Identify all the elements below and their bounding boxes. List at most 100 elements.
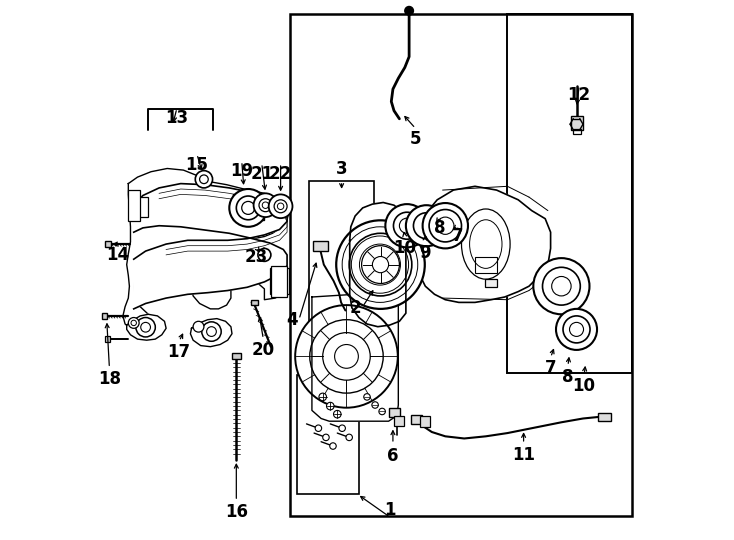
Text: 1: 1 [385, 502, 396, 519]
Circle shape [323, 434, 330, 441]
Circle shape [346, 434, 352, 441]
Bar [313, 241, 328, 251]
Circle shape [339, 425, 346, 431]
Circle shape [423, 203, 468, 248]
Text: 18: 18 [98, 370, 121, 388]
Circle shape [269, 194, 292, 218]
Text: 14: 14 [106, 246, 129, 264]
Ellipse shape [462, 209, 510, 279]
Circle shape [379, 408, 385, 415]
Circle shape [542, 267, 581, 305]
Polygon shape [349, 202, 406, 327]
Bar [388, 408, 401, 417]
Bar [411, 415, 422, 424]
Polygon shape [190, 319, 232, 347]
Text: 6: 6 [387, 447, 399, 464]
Text: 20: 20 [252, 341, 275, 359]
Circle shape [236, 196, 260, 220]
Circle shape [319, 393, 327, 401]
Text: 19: 19 [230, 162, 253, 180]
Bar [132, 197, 148, 217]
Bar [475, 256, 497, 273]
Text: 23: 23 [244, 248, 268, 266]
Text: 16: 16 [225, 503, 248, 521]
Text: 22: 22 [269, 165, 292, 183]
Circle shape [406, 205, 447, 246]
Circle shape [335, 345, 358, 368]
Text: 15: 15 [186, 156, 208, 173]
Circle shape [229, 189, 267, 227]
Text: 7: 7 [452, 227, 464, 245]
Text: 17: 17 [167, 343, 191, 361]
Circle shape [200, 175, 208, 184]
Circle shape [274, 200, 287, 213]
Circle shape [336, 220, 425, 309]
Bar [102, 313, 107, 319]
Bar [309, 181, 374, 324]
Circle shape [262, 202, 269, 208]
Circle shape [429, 210, 462, 242]
Bar [573, 129, 581, 134]
Circle shape [195, 171, 213, 188]
Text: 7: 7 [545, 359, 556, 377]
Circle shape [330, 443, 336, 449]
Bar [270, 268, 288, 294]
Circle shape [364, 394, 370, 400]
Text: 11: 11 [512, 446, 535, 463]
Bar [105, 336, 110, 342]
Bar [420, 416, 429, 427]
Polygon shape [123, 168, 288, 328]
Text: 8: 8 [562, 368, 574, 386]
Circle shape [534, 258, 589, 314]
Circle shape [202, 322, 221, 341]
Circle shape [241, 201, 255, 214]
Circle shape [399, 218, 415, 233]
Polygon shape [312, 293, 399, 421]
Bar [291, 14, 631, 516]
Text: 21: 21 [250, 165, 273, 183]
Polygon shape [127, 314, 166, 340]
Circle shape [552, 276, 571, 296]
Bar [105, 241, 111, 247]
Polygon shape [418, 186, 550, 302]
Circle shape [258, 248, 271, 261]
Circle shape [333, 410, 341, 418]
Circle shape [206, 327, 217, 336]
Bar [128, 190, 140, 221]
Circle shape [128, 318, 139, 328]
Circle shape [372, 402, 378, 408]
Circle shape [372, 256, 388, 273]
Circle shape [131, 320, 137, 326]
Text: 8: 8 [434, 219, 446, 237]
Text: 5: 5 [410, 130, 421, 147]
Circle shape [315, 425, 321, 431]
Circle shape [393, 212, 421, 239]
Text: 13: 13 [165, 109, 189, 127]
Circle shape [254, 193, 277, 217]
Circle shape [277, 203, 284, 210]
Circle shape [295, 305, 398, 408]
Bar [507, 14, 631, 373]
Text: 12: 12 [567, 86, 591, 104]
Text: 4: 4 [286, 310, 298, 329]
Ellipse shape [470, 220, 502, 268]
Circle shape [323, 333, 370, 380]
Circle shape [556, 309, 597, 350]
Text: 10: 10 [573, 377, 595, 395]
Circle shape [437, 217, 454, 234]
Circle shape [141, 322, 150, 332]
Polygon shape [134, 184, 287, 309]
Bar [571, 116, 583, 130]
Bar [297, 375, 359, 494]
Bar [394, 416, 404, 426]
Circle shape [362, 246, 399, 284]
Circle shape [404, 6, 413, 15]
Circle shape [193, 321, 204, 332]
Circle shape [327, 402, 334, 410]
Circle shape [259, 199, 272, 212]
Text: 10: 10 [393, 239, 416, 256]
Bar [232, 353, 241, 359]
Text: 2: 2 [350, 299, 362, 317]
Circle shape [570, 322, 584, 336]
Bar [251, 300, 258, 305]
